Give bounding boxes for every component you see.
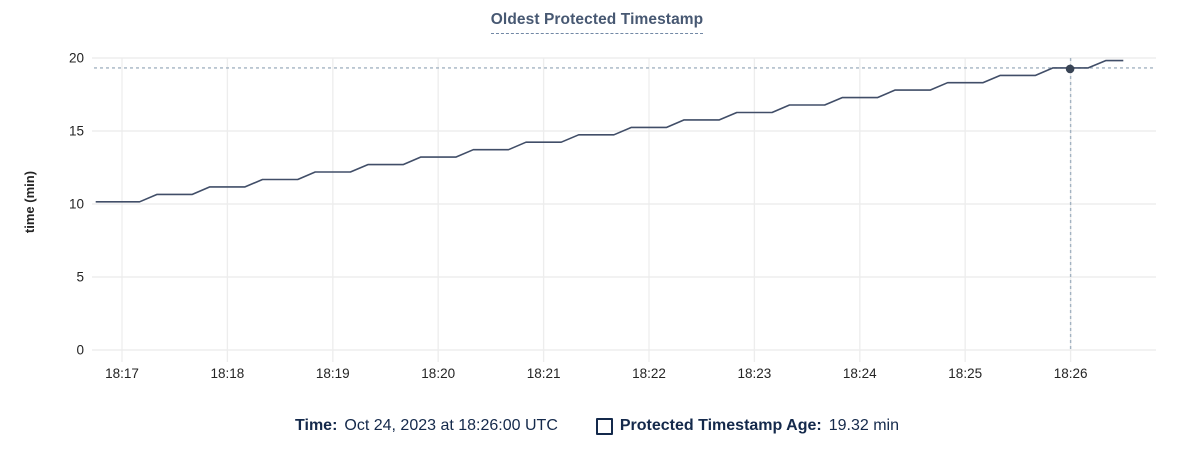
x-tick-label: 18:20 (421, 366, 455, 381)
y-tick-label: 20 (69, 51, 84, 66)
hover-point-dot (1065, 64, 1075, 74)
y-tick-label: 15 (69, 124, 84, 139)
series-line (95, 59, 1124, 203)
x-tick-label: 18:24 (843, 366, 877, 381)
y-tick-label: 0 (76, 343, 84, 358)
legend-series-item[interactable]: Protected Timestamp Age: 19.32 min (595, 417, 899, 435)
y-tick-label: 10 (69, 197, 84, 212)
time-label: Time: (295, 417, 338, 434)
hover-time: Time: Oct 24, 2023 at 18:26:00 UTC (295, 417, 558, 435)
x-tick-label: 18:26 (1054, 366, 1088, 381)
x-tick-label: 18:18 (211, 366, 245, 381)
series-toggle-checkbox[interactable] (595, 417, 613, 435)
chart-title[interactable]: Oldest Protected Timestamp (490, 11, 704, 34)
x-tick-label: 18:17 (105, 366, 139, 381)
time-value: Oct 24, 2023 at 18:26:00 UTC (344, 417, 558, 434)
x-tick-label: 18:23 (738, 366, 772, 381)
x-tick-label: 18:19 (316, 366, 350, 381)
series-value: 19.32 min (828, 417, 899, 434)
x-tick-label: 18:21 (527, 366, 561, 381)
chart-title-row: Oldest Protected Timestamp (0, 11, 1194, 34)
y-tick-label: 5 (76, 270, 84, 285)
series-label: Protected Timestamp Age: (619, 417, 822, 434)
hover-legend: Time: Oct 24, 2023 at 18:26:00 UTC Prote… (0, 417, 1194, 435)
plot-area[interactable]: 0 5 10 15 20 18:17 18:18 18:19 18:20 18:21 18:22 18… (0, 0, 1194, 400)
x-tick-label: 18:25 (948, 366, 982, 381)
x-tick-label: 18:22 (632, 366, 666, 381)
